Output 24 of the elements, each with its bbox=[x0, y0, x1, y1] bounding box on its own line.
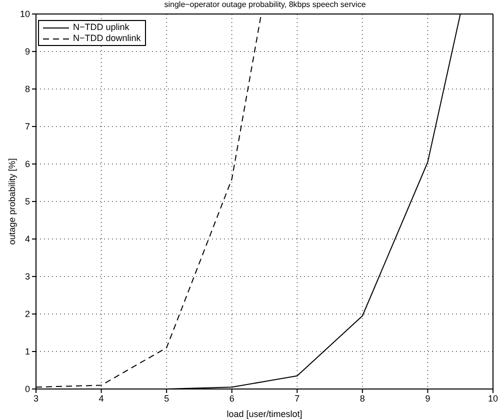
y-tick-label: 6 bbox=[24, 159, 30, 170]
legend-label: N−TDD uplink bbox=[73, 22, 130, 33]
y-tick-label: 10 bbox=[20, 9, 30, 20]
x-tick-label: 4 bbox=[98, 393, 104, 404]
x-tick-label: 7 bbox=[294, 393, 300, 404]
chart-title: single−operator outage probability, 8kbps speech service bbox=[163, 0, 367, 10]
y-tick-label: 8 bbox=[24, 84, 30, 94]
legend-label: N−TDD downlink bbox=[73, 33, 141, 44]
x-tick-label: 9 bbox=[425, 393, 430, 404]
y-tick-label: 1 bbox=[24, 346, 30, 357]
x-tick-label: 3 bbox=[33, 393, 39, 404]
x-tick-label: 6 bbox=[229, 393, 234, 404]
y-axis-title: outage probability [%] bbox=[7, 158, 18, 245]
y-tick-label: 3 bbox=[24, 272, 30, 282]
x-axis-title: load [user/timeslot] bbox=[226, 409, 302, 419]
x-tick-label: 8 bbox=[360, 393, 365, 404]
y-tick-label: 0 bbox=[24, 384, 30, 394]
y-tick-label: 4 bbox=[24, 234, 30, 244]
x-tick-label: 10 bbox=[488, 393, 498, 404]
y-tick-label: 9 bbox=[24, 46, 30, 57]
y-tick-label: 5 bbox=[24, 196, 30, 207]
y-tick-label: 7 bbox=[24, 122, 30, 132]
x-tick-label: 5 bbox=[164, 393, 170, 404]
y-tick-label: 2 bbox=[24, 309, 30, 320]
